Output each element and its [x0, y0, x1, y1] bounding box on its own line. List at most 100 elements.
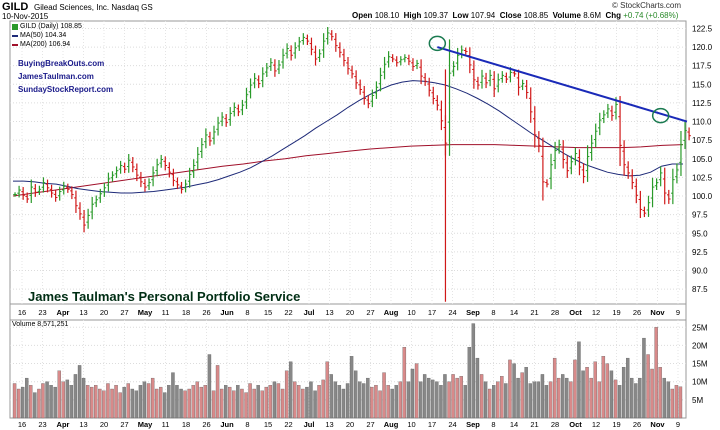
volume-bar — [53, 386, 57, 419]
price-bar — [642, 206, 647, 218]
volume-bar — [642, 337, 646, 419]
price-bar — [110, 171, 115, 182]
volume-bar — [106, 383, 110, 419]
price-bar — [163, 156, 168, 171]
vol-x-tick-label: Apr — [57, 420, 70, 429]
legend-ma200: MA(200) 106.94 — [12, 40, 82, 49]
link-jamestaulman[interactable]: JamesTaulman.com — [18, 72, 94, 81]
price-bar — [21, 187, 25, 200]
volume-bar — [317, 385, 321, 419]
price-bar — [390, 54, 395, 63]
price-bar — [321, 33, 326, 58]
price-bar — [338, 42, 342, 58]
volume-bar — [297, 385, 301, 419]
portfolio-banner: James Taulman's Personal Portfolio Servi… — [28, 289, 301, 304]
close-value: 108.85 — [523, 11, 549, 20]
volume-bar — [512, 363, 516, 419]
x-tick-label: Apr — [57, 308, 70, 317]
low-label: Low — [452, 11, 469, 20]
quote-line: Open 108.10 High 109.37 Low 107.94 Close… — [352, 11, 678, 20]
open-value: 108.10 — [374, 11, 400, 20]
price-bar — [671, 168, 675, 205]
vol-tick-label: 15M — [692, 360, 708, 369]
volume-bar — [236, 385, 240, 419]
volume-bar — [585, 367, 589, 419]
price-bar — [683, 121, 687, 149]
price-bar — [41, 177, 46, 193]
price-bar — [82, 209, 86, 233]
price-bar — [394, 56, 399, 67]
volume-value: 8.6M — [583, 11, 601, 20]
volume-bar — [358, 381, 362, 419]
price-bar — [204, 128, 208, 149]
volume-bar — [646, 354, 650, 419]
price-bar — [155, 158, 159, 177]
price-bar — [57, 186, 62, 201]
volume-bar — [126, 383, 130, 419]
link-sundaystockreport[interactable]: SundayStockReport.com — [18, 85, 114, 94]
x-tick-label: 19 — [612, 308, 620, 317]
price-bar — [208, 131, 212, 146]
volume-bar — [134, 390, 139, 419]
volume-bar — [589, 377, 593, 419]
price-bar — [382, 56, 387, 80]
link-buyingbreakouts[interactable]: BuyingBreakOuts.com — [18, 59, 105, 68]
vol-x-tick-label: Aug — [384, 420, 399, 429]
vol-tick-label: 25M — [692, 323, 708, 332]
price-bar — [33, 184, 38, 197]
volume-bar — [617, 385, 622, 419]
x-tick-label: 15 — [264, 308, 272, 317]
volume-bar — [341, 388, 346, 419]
price-bar — [90, 196, 94, 220]
volume-bar — [252, 388, 256, 419]
price-bar — [297, 36, 302, 51]
legend-ma50-swatch — [12, 34, 18, 37]
legend-price-label: GILD (Daily) 108.85 — [20, 23, 82, 30]
circle-annotation — [428, 35, 447, 52]
volume-bar — [658, 367, 662, 419]
price-bar — [264, 63, 269, 78]
price-bar — [565, 155, 570, 178]
price-bar — [224, 114, 228, 127]
price-bar — [285, 43, 289, 59]
x-tick-label: May — [138, 308, 153, 317]
price-bar — [53, 190, 58, 202]
volume-bar — [122, 386, 126, 419]
x-tick-label: Nov — [650, 308, 665, 317]
volume-bar — [301, 388, 305, 419]
price-bar — [386, 51, 391, 68]
volume-bar — [492, 385, 496, 419]
volume-label: Volume — [552, 11, 581, 20]
vol-x-tick-label: Oct — [569, 420, 582, 429]
price-bar — [78, 202, 82, 220]
volume-bar — [569, 381, 573, 419]
volume-bar — [130, 388, 135, 419]
volume-bar — [406, 381, 411, 419]
price-bar — [248, 78, 253, 99]
volume-bar — [37, 388, 41, 419]
price-bar — [593, 123, 598, 148]
volume-bar — [548, 381, 553, 419]
volume-bar — [386, 385, 390, 419]
price-bar — [37, 185, 42, 195]
volume-bar — [370, 386, 374, 419]
legend-ma200-label: MA(200) 106.94 — [20, 41, 71, 48]
price-bar — [541, 137, 545, 201]
x-tick-label: 14 — [510, 308, 518, 317]
volume-bar — [581, 370, 585, 419]
volume-bar — [621, 367, 626, 419]
price-bar — [98, 188, 103, 203]
volume-bar — [305, 386, 309, 419]
legend-price: GILD (Daily) 108.85 — [12, 22, 82, 31]
price-bar — [70, 186, 74, 200]
price-bar — [496, 73, 501, 93]
price-bar — [61, 181, 66, 195]
volume-bar — [345, 383, 350, 419]
vol-x-tick-label: Jun — [220, 420, 234, 429]
volume-bar — [455, 377, 459, 419]
vol-x-tick-label: 14 — [510, 420, 518, 429]
x-tick-label: 22 — [284, 308, 292, 317]
volume-bar — [187, 388, 191, 419]
vol-x-tick-label: 15 — [264, 420, 272, 429]
volume-bar — [601, 356, 606, 419]
